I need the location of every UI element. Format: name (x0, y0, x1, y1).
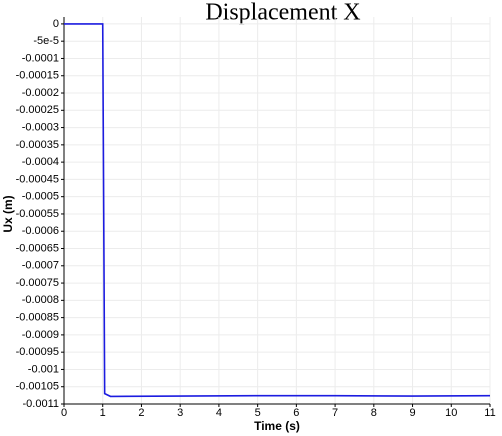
y-tick-label: -0.00085 (16, 312, 59, 324)
x-tick-label: 1 (100, 407, 106, 419)
y-axis-label: Ux (m) (1, 195, 15, 232)
x-tick-label: 8 (371, 407, 377, 419)
x-tick-label: 0 (61, 407, 67, 419)
y-tick-label: -0.00025 (16, 104, 59, 116)
y-tick-label: -0.00045 (16, 173, 59, 185)
x-tick-label: 11 (484, 407, 495, 419)
x-tick-label: 10 (445, 407, 457, 419)
y-tick-label: -0.0007 (22, 260, 59, 272)
x-tick-label: 6 (293, 407, 299, 419)
y-tick-label: -0.0003 (22, 121, 59, 133)
chart-title: Displacement X (205, 0, 360, 26)
y-tick-label: -0.0005 (22, 191, 59, 203)
x-tick-label: 2 (138, 407, 144, 419)
y-tick-label: -0.0001 (22, 52, 59, 64)
y-tick-label: -0.00075 (16, 277, 59, 289)
x-tick-label: 7 (332, 407, 338, 419)
y-tick-label: -0.0008 (22, 294, 59, 306)
y-tick-label: 0 (53, 18, 59, 30)
y-tick-label: -0.00095 (16, 346, 59, 358)
y-tick-label: -0.00035 (16, 139, 59, 151)
y-tick-label: -0.0002 (22, 87, 59, 99)
y-tick-label: -0.0011 (23, 398, 60, 410)
y-tick-label: -0.00015 (16, 70, 59, 82)
y-tick-label: -5e-5 (33, 35, 59, 47)
y-tick-label: -0.0006 (22, 225, 59, 237)
x-tick-label: 3 (177, 407, 183, 419)
y-tick-label: -0.001 (28, 363, 59, 375)
y-tick-label: -0.0009 (22, 329, 59, 341)
data-line (64, 23, 491, 398)
x-axis-label: Time (s) (254, 419, 300, 433)
x-tick-label: 4 (216, 407, 222, 419)
y-tick-label: -0.00105 (16, 381, 59, 393)
y-tick-label: -0.0004 (22, 156, 59, 168)
x-tick-label: 9 (409, 407, 415, 419)
x-tick-label: 5 (255, 407, 261, 419)
y-tick-label: -0.00065 (16, 242, 59, 254)
y-tick-label: -0.00055 (16, 208, 59, 220)
